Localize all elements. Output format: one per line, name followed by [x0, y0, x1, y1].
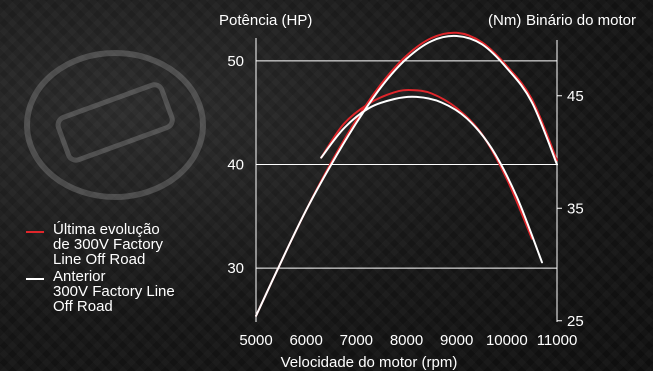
- legend-item-new: Última evolução de 300V Factory Line Off…: [26, 222, 226, 267]
- left-axis-title: Potência (HP): [219, 12, 312, 29]
- y-left-tick-label: 40: [227, 157, 244, 174]
- x-tick-label: 9000: [440, 332, 473, 349]
- legend-label-new: Última evolução de 300V Factory Line Off…: [53, 221, 164, 268]
- legend-swatch-new: [26, 231, 44, 233]
- legend-swatch-old: [26, 278, 44, 280]
- x-tick-label: 10000: [486, 332, 528, 349]
- legend-label-old: Anterior 300V Factory Line Off Road: [53, 268, 175, 315]
- legend: Última evolução de 300V Factory Line Off…: [26, 222, 226, 316]
- new-torque-curve: [320, 89, 533, 240]
- y-right-tick-label: 35: [567, 200, 584, 217]
- y-right-tick-label: 45: [567, 88, 584, 105]
- y-left-tick-label: 50: [227, 53, 244, 70]
- x-tick-label: 7000: [340, 332, 373, 349]
- right-axis-title: Binário do motor: [526, 12, 636, 29]
- x-tick-label: 8000: [390, 332, 423, 349]
- y-right-tick-label: 25: [567, 313, 584, 330]
- x-tick-label: 5000: [239, 332, 272, 349]
- team-emblem-watermark: [24, 50, 206, 200]
- x-tick-label: 11000: [537, 332, 578, 349]
- x-axis-title: Velocidade do motor (rpm): [281, 354, 458, 371]
- right-axis-unit: (Nm): [488, 12, 521, 29]
- old-power-curve: [255, 34, 558, 317]
- x-tick-label: 6000: [289, 332, 322, 349]
- old-torque-curve: [320, 95, 543, 264]
- legend-item-old: Anterior 300V Factory Line Off Road: [26, 269, 226, 314]
- y-left-tick-label: 30: [227, 260, 244, 277]
